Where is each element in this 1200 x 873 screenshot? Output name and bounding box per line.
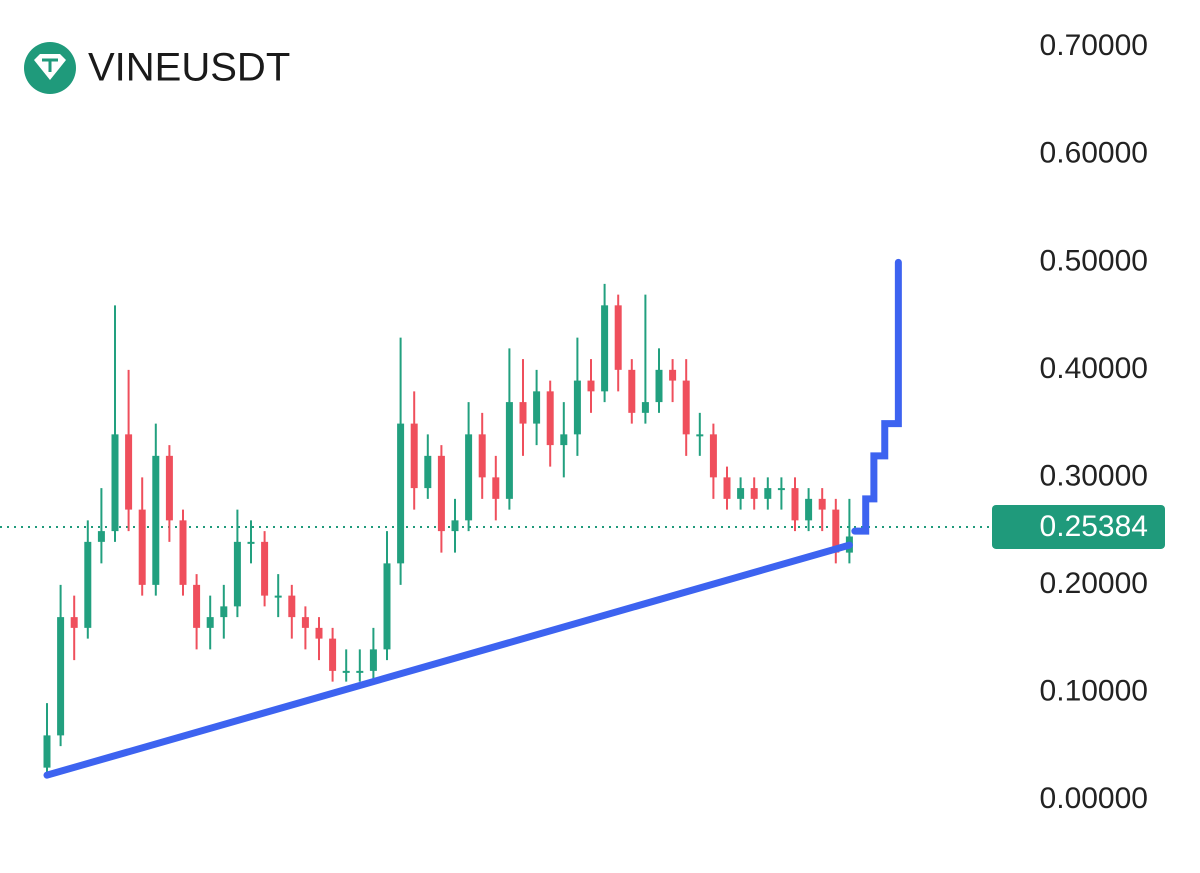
- candle-body: [832, 509, 840, 553]
- projection-path: [851, 258, 902, 535]
- logo: [24, 42, 76, 94]
- candle-body: [478, 434, 486, 478]
- candle-body: [397, 423, 405, 564]
- candle-body: [696, 434, 704, 437]
- candle-body: [465, 434, 473, 521]
- candle-body: [220, 606, 228, 618]
- candle-body: [437, 455, 445, 532]
- candle-body: [261, 541, 269, 596]
- candle-body: [737, 488, 745, 499]
- candle-body: [791, 488, 799, 521]
- candle-body: [410, 423, 418, 489]
- candle-body: [573, 380, 581, 435]
- y-tick-label: 0.70000: [1040, 29, 1148, 62]
- candle-body: [805, 498, 813, 521]
- candle-body: [682, 380, 690, 435]
- candle-body: [165, 455, 173, 521]
- candle-body: [424, 455, 432, 489]
- candle-body: [111, 434, 119, 532]
- candle-body: [492, 477, 500, 499]
- last-price-label: 0.25384: [1040, 510, 1148, 543]
- chart-title: VINEUSDT: [88, 46, 290, 90]
- candle-body: [777, 488, 785, 491]
- candle-body: [84, 541, 92, 628]
- candle-body: [97, 531, 105, 542]
- candle-body: [206, 617, 214, 628]
- candle-body: [764, 488, 772, 499]
- candle-body: [138, 509, 146, 585]
- candle-body: [288, 595, 296, 618]
- y-tick-label: 0.40000: [1040, 352, 1148, 385]
- candle-body: [587, 380, 595, 392]
- candle-body: [193, 584, 201, 628]
- y-tick-label: 0.30000: [1040, 459, 1148, 492]
- candle-body: [301, 617, 309, 628]
- candle-body: [655, 369, 663, 403]
- candle-body: [43, 735, 51, 768]
- candle-body: [152, 455, 160, 585]
- candle-body: [329, 638, 337, 671]
- candle-body: [669, 369, 677, 381]
- candle-body: [274, 595, 282, 598]
- candle-body: [601, 305, 609, 392]
- candle-body: [709, 434, 717, 478]
- candle-body: [519, 402, 527, 424]
- y-tick-label: 0.50000: [1040, 244, 1148, 277]
- y-tick-label: 0.60000: [1040, 137, 1148, 170]
- candle-body: [641, 402, 649, 413]
- candle-body: [750, 488, 758, 499]
- candle-body: [505, 402, 513, 499]
- trendline: [43, 541, 853, 779]
- candle-body: [233, 541, 241, 607]
- candle-body: [451, 520, 459, 532]
- y-tick-label: 0.10000: [1040, 674, 1148, 707]
- candle-body: [723, 477, 731, 499]
- candle-body: [369, 649, 377, 671]
- candle-body: [560, 434, 568, 446]
- candle-body: [818, 498, 826, 510]
- candle-body: [125, 434, 133, 510]
- candle-body: [546, 391, 554, 446]
- candle-body: [533, 391, 541, 424]
- candle-body: [179, 520, 187, 585]
- candle-body: [70, 617, 78, 628]
- y-tick-label: 0.00000: [1040, 782, 1148, 815]
- y-tick-label: 0.20000: [1040, 567, 1148, 600]
- candle-body: [247, 541, 255, 544]
- candle-body: [628, 369, 636, 413]
- candle-body: [383, 563, 391, 650]
- candle-body: [614, 305, 622, 370]
- candle-body: [342, 670, 350, 673]
- candle-body: [315, 627, 323, 639]
- candle-body: [356, 670, 364, 673]
- candle-body: [57, 617, 65, 736]
- last-price-box: [992, 504, 1165, 549]
